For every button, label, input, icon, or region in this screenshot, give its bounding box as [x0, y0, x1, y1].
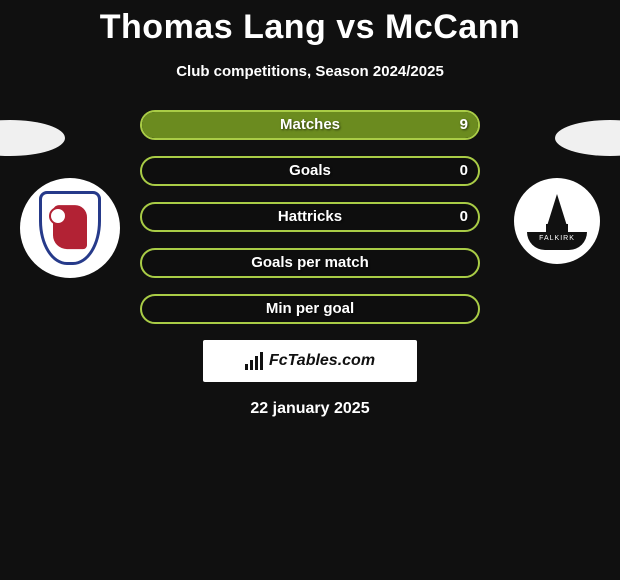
stat-value-right: 9 — [460, 112, 468, 138]
stats-table: Matches9Goals0Hattricks0Goals per matchM… — [140, 110, 480, 324]
stat-row: Min per goal — [140, 294, 480, 324]
club-badge-left — [20, 178, 120, 278]
bars-icon — [245, 352, 263, 370]
stat-label: Goals — [142, 158, 478, 184]
page-subtitle: Club competitions, Season 2024/2025 — [0, 63, 620, 80]
stat-row: Goals per match — [140, 248, 480, 278]
stat-label: Goals per match — [142, 250, 478, 276]
page-title: Thomas Lang vs McCann — [0, 0, 620, 47]
attribution-badge: FcTables.com — [203, 340, 417, 382]
raith-crest-icon — [39, 191, 101, 265]
falkirk-crest-icon: FALKIRK — [526, 190, 588, 252]
stat-value-right: 0 — [460, 158, 468, 184]
stat-value-right: 0 — [460, 204, 468, 230]
stat-row: Hattricks0 — [140, 202, 480, 232]
stat-label: Matches — [142, 112, 478, 138]
stat-label: Min per goal — [142, 296, 478, 322]
player-photo-left — [0, 120, 65, 156]
stat-row: Goals0 — [140, 156, 480, 186]
attribution-text: FcTables.com — [269, 352, 375, 370]
stat-label: Hattricks — [142, 204, 478, 230]
player-photo-right — [555, 120, 620, 156]
date-label: 22 january 2025 — [0, 400, 620, 418]
club-badge-right: FALKIRK — [514, 178, 600, 264]
stat-row: Matches9 — [140, 110, 480, 140]
